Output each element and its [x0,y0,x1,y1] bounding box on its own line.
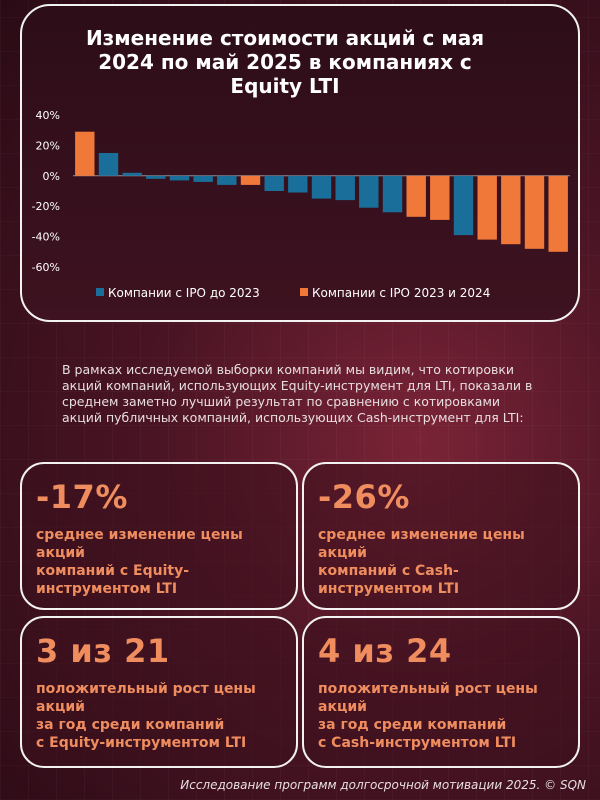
bar [406,175,426,217]
card-cash-avg: -26% среднее изменение цены акций компан… [302,462,580,610]
bar [548,175,568,252]
bar [335,175,355,201]
chart-title: Изменение стоимости акций с мая 2024 по … [85,26,485,98]
bar [240,175,261,185]
y-tick-label: 0% [43,170,60,183]
legend-label: Компании с IPO до 2023 [108,286,260,300]
card-description: среднее изменение цены акций компаний с … [36,527,243,597]
card-description: положительный рост цены акций за год сре… [36,681,256,751]
bar [264,175,284,191]
footer-credit: Исследование программ долгосрочной мотив… [180,778,586,792]
bar [98,153,119,176]
card-description: среднее изменение цены акций компаний с … [318,527,525,597]
bar [524,175,545,249]
bar [193,175,213,182]
card-value: 3 из 21 [36,632,170,670]
card-equity-avg: -17% среднее изменение цены акций компан… [20,462,298,610]
card-value: -26% [318,478,410,516]
bar [169,175,190,181]
bar [501,175,521,245]
bar [477,175,497,240]
intro-text: В рамках исследуемой выборки компаний мы… [62,362,533,425]
card-value: -17% [36,478,128,516]
bar [359,175,379,208]
card-cash-growth: 4 из 24 положительный рост цены акций за… [302,616,580,768]
bar [453,175,474,236]
legend-label: Компании с IPO 2023 и 2024 [312,286,490,300]
bar [430,175,450,220]
y-tick-label: -40% [32,231,60,244]
legend-swatch [96,288,104,296]
y-tick-label: -20% [32,200,60,213]
card-value: 4 из 24 [318,632,452,670]
bar [122,172,142,176]
bar-chart: 40% 20% 0% -20% -40% -60% Компании с IPO до 20… [32,109,570,300]
bar [288,175,308,193]
card-equity-growth: 3 из 21 положительный рост цены акций за… [20,616,298,768]
bar [382,175,403,213]
y-tick-label: 40% [36,109,60,122]
bar [217,175,237,185]
bar [311,175,332,199]
y-tick-label: 20% [36,139,60,152]
legend-swatch [300,288,308,296]
bar [75,131,95,176]
bar [146,175,166,179]
y-tick-label: -60% [32,261,60,274]
card-description: положительный рост цены акций за год сре… [318,681,538,751]
